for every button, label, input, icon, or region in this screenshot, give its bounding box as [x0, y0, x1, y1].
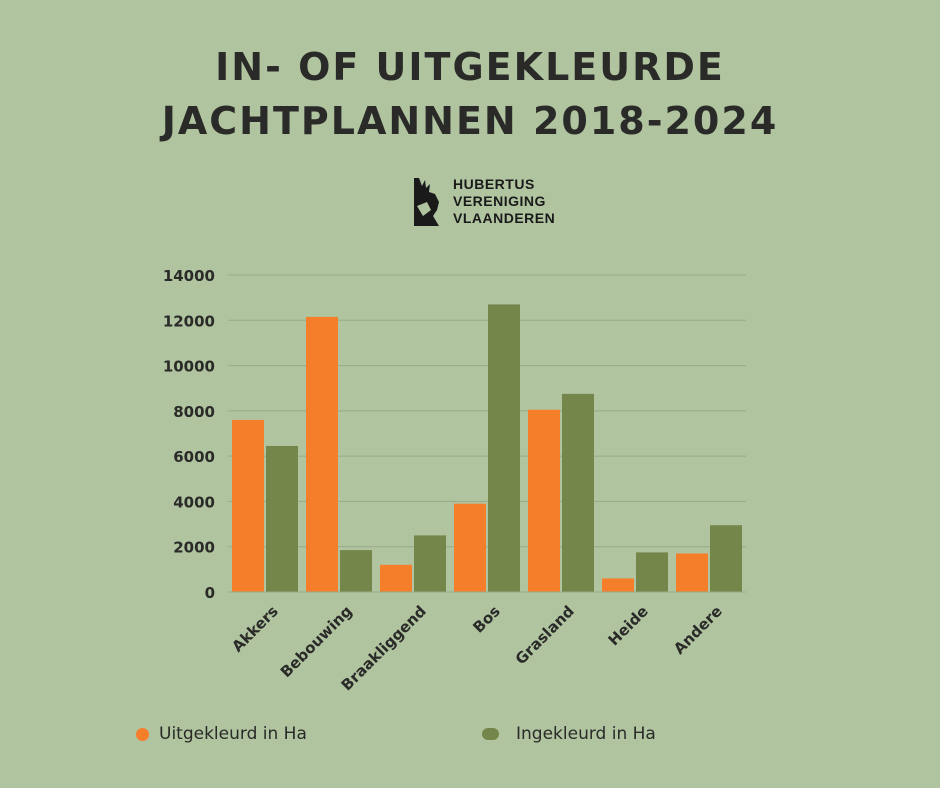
- y-tick-label-6000: 6000: [173, 448, 215, 466]
- legend-item-ingekleurd: Ingekleurd in Ha: [482, 722, 656, 746]
- y-tick-label-8000: 8000: [173, 403, 215, 421]
- bar-bos-uitgekleurd: [454, 503, 486, 592]
- bar-andere-ingekleurd: [710, 525, 742, 592]
- x-tick-label-akkers: Akkers: [228, 602, 282, 656]
- bar-akkers-ingekleurd: [266, 445, 298, 592]
- legend-label-ingekleurd: Ingekleurd in Ha: [516, 724, 656, 744]
- bar-heide-uitgekleurd: [602, 578, 634, 592]
- hubertus-logo: HUBERTUS VERENIGING VLAANDEREN: [413, 176, 555, 230]
- logo-text: HUBERTUS VERENIGING VLAANDEREN: [453, 176, 555, 227]
- y-tick-label-0: 0: [205, 584, 215, 602]
- x-tick-label-heide: Heide: [605, 602, 652, 649]
- bar-chart: 0 2000 4000 6000 8000 10000 12000 14000 AkkersBe…: [163, 267, 746, 694]
- legend-swatch-uitgekleurd: [136, 727, 149, 741]
- legend-label-uitgekleurd: Uitgekleurd in Ha: [159, 724, 307, 744]
- y-tick-label-12000: 12000: [163, 312, 215, 330]
- bar-bos-ingekleurd: [488, 304, 520, 592]
- y-tick-label-2000: 2000: [173, 539, 215, 557]
- x-tick-label-bos: Bos: [469, 602, 503, 636]
- legend-swatch-ingekleurd: [482, 728, 499, 740]
- x-tick-label-grasland: Grasland: [512, 602, 578, 668]
- y-tick-label-14000: 14000: [163, 267, 215, 285]
- bar-bebouwing-uitgekleurd: [306, 316, 338, 592]
- bar-braakliggend-ingekleurd: [414, 535, 446, 592]
- x-tick-label-andere: Andere: [670, 602, 726, 658]
- logo-line-3: VLAANDEREN: [453, 210, 556, 226]
- bar-akkers-uitgekleurd: [232, 419, 264, 592]
- y-tick-label-10000: 10000: [163, 358, 215, 376]
- bar-grasland-uitgekleurd: [528, 409, 560, 592]
- logo-line-2: VERENIGING: [453, 193, 546, 209]
- deer-silhouette-icon: [414, 178, 448, 226]
- bar-braakliggend-uitgekleurd: [380, 564, 412, 592]
- legend-item-uitgekleurd: Uitgekleurd in Ha: [136, 722, 307, 746]
- bar-heide-ingekleurd: [636, 552, 668, 592]
- y-tick-label-4000: 4000: [173, 493, 215, 511]
- title-line-2: JACHTPLANNEN 2018-2024: [161, 99, 779, 143]
- bar-andere-uitgekleurd: [676, 553, 708, 592]
- bar-bebouwing-ingekleurd: [340, 550, 372, 592]
- bar-grasland-ingekleurd: [562, 393, 594, 592]
- title-line-1: IN- OF UITGEKLEURDE: [215, 45, 725, 89]
- chart-title: IN- OF UITGEKLEURDE JACHTPLANNEN 2018-20…: [0, 40, 940, 148]
- x-tick-label-bebouwing: Bebouwing: [277, 602, 356, 681]
- logo-line-1: HUBERTUS: [453, 176, 535, 192]
